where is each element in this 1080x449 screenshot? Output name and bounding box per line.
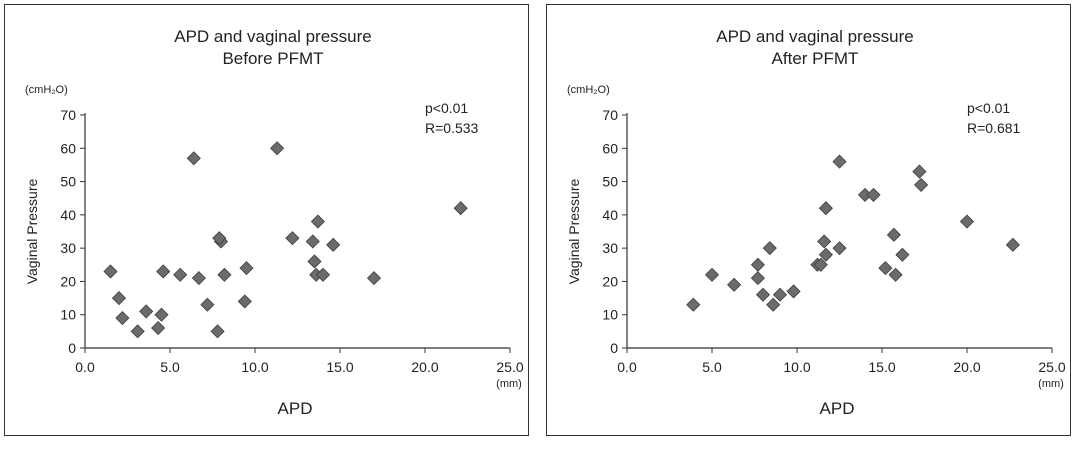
y-tick-label: 40 [60, 207, 76, 223]
data-point [786, 284, 801, 299]
chart-title-line-2: Before PFMT [222, 49, 323, 68]
y-axis-label: Vaginal Pressure [24, 179, 40, 285]
data-point [832, 241, 847, 256]
chart-panel-before: APD and vaginal pressure Before PFMT 0 10 20… [4, 4, 529, 436]
x-unit-label: (mm) [1038, 378, 1064, 390]
x-axis-label: APD [278, 399, 313, 418]
data-point [315, 267, 331, 282]
y-tick-label: 60 [602, 140, 618, 156]
x-tick-label: 0.0 [617, 359, 637, 375]
data-point [156, 264, 171, 279]
y-tick-label: 0 [68, 340, 76, 356]
data-point [210, 324, 225, 339]
x-tick-label: 10.0 [241, 359, 268, 375]
x-tick-label: 20.0 [411, 359, 438, 375]
x-unit-label: (mm) [496, 378, 522, 390]
y-axis-label: Vaginal Pressure [566, 179, 582, 285]
data-point [886, 227, 901, 242]
data-point [762, 241, 777, 256]
data-point [212, 231, 227, 246]
chart-panel-after: APD and vaginal pressure After PFMT 0 10 20 3… [546, 4, 1071, 436]
x-tick-label: 25.0 [496, 359, 523, 375]
y-unit-label: (cmH₂O) [567, 84, 610, 96]
x-tick-label: 20.0 [953, 359, 980, 375]
chart-title-line-2: After PFMT [772, 49, 859, 68]
data-point [755, 287, 771, 302]
data-point [866, 187, 881, 202]
data-point [237, 294, 252, 309]
x-tick-label: 0.0 [75, 359, 95, 375]
y-tick-label: 10 [60, 307, 76, 323]
stat-annotation-1: p<0.01 [425, 100, 468, 116]
data-point [366, 271, 382, 286]
scatter-chart-after: APD and vaginal pressure After PFMT 0 10 20 3… [566, 27, 1066, 418]
data-point [130, 324, 145, 339]
data-point [154, 307, 169, 322]
data-point [750, 257, 765, 272]
y-tick-label: 70 [602, 107, 618, 123]
x-tick-label: 5.0 [160, 359, 180, 375]
data-point [750, 271, 765, 286]
data-point [914, 177, 929, 192]
y-tick-label: 20 [60, 273, 76, 289]
data-point [878, 261, 893, 276]
data-point [818, 201, 833, 216]
data-point [813, 257, 828, 272]
data-point [888, 267, 903, 282]
data-point [310, 214, 325, 229]
y-tick-label: 30 [602, 240, 618, 256]
data-point [1005, 237, 1020, 252]
y-tick-label: 50 [60, 174, 76, 190]
data-point [959, 214, 975, 229]
data-point [173, 267, 188, 282]
data-point [139, 304, 154, 319]
data-point [727, 277, 742, 292]
chart-title-line-1: APD and vaginal pressure [174, 27, 372, 46]
y-tick-label: 60 [60, 140, 76, 156]
scatter-chart-before: APD and vaginal pressure Before PFMT 0 10 20… [24, 27, 524, 418]
y-tick-label: 20 [602, 273, 618, 289]
data-point [111, 291, 127, 306]
y-tick-label: 50 [602, 174, 618, 190]
data-point [239, 261, 254, 276]
data-point [151, 320, 166, 336]
data-point [817, 234, 832, 249]
x-tick-label: 15.0 [868, 359, 895, 375]
data-point [453, 201, 468, 216]
data-point [912, 164, 927, 179]
data-point [307, 254, 322, 269]
data-point [200, 297, 215, 312]
data-point [704, 267, 720, 282]
y-tick-label: 0 [610, 340, 618, 356]
data-point [191, 271, 206, 286]
data-point [115, 310, 130, 326]
data-point [766, 297, 781, 312]
data-point [772, 287, 788, 302]
y-tick-label: 70 [60, 107, 76, 123]
y-unit-label: (cmH₂O) [25, 84, 68, 96]
data-point [686, 297, 701, 312]
data-point [285, 231, 300, 246]
data-point [818, 247, 833, 262]
x-tick-label: 10.0 [783, 359, 810, 375]
data-point [217, 267, 232, 282]
y-tick-label: 10 [602, 307, 618, 323]
data-point [326, 237, 341, 252]
stat-annotation-1: p<0.01 [967, 100, 1010, 116]
x-tick-label: 25.0 [1038, 359, 1065, 375]
stat-annotation-2: R=0.533 [425, 120, 479, 136]
data-point [270, 141, 285, 156]
y-tick-label: 40 [602, 207, 618, 223]
data-point [103, 264, 118, 279]
stat-annotation-2: R=0.681 [967, 120, 1021, 136]
data-point [305, 234, 320, 249]
data-point [895, 247, 910, 262]
data-point [186, 151, 201, 166]
x-tick-label: 15.0 [326, 359, 353, 375]
x-axis-label: APD [820, 399, 855, 418]
x-tick-label: 5.0 [702, 359, 722, 375]
y-tick-label: 30 [60, 240, 76, 256]
data-point [832, 154, 847, 169]
chart-title-line-1: APD and vaginal pressure [716, 27, 914, 46]
